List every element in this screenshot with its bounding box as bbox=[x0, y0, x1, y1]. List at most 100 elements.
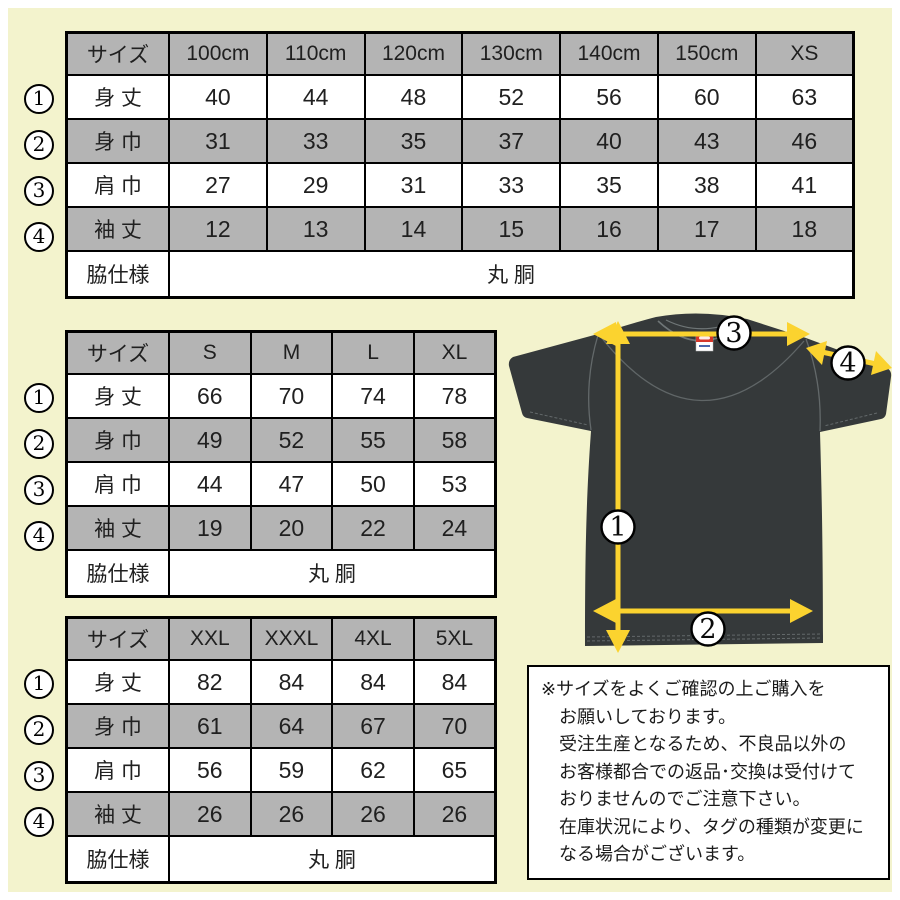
measure-value: 65 bbox=[412, 747, 497, 793]
measure-label: 身 巾 bbox=[65, 417, 170, 463]
measure-value: 20 bbox=[249, 505, 334, 551]
measure-value: 24 bbox=[412, 505, 497, 551]
measure-row: 身 巾 31 33 35 37 40 43 46 bbox=[65, 118, 855, 164]
measure-value: 60 bbox=[656, 74, 757, 120]
size-col-header: 5XL bbox=[412, 616, 497, 661]
measure-value: 56 bbox=[168, 747, 252, 793]
size-col-header: 120cm bbox=[363, 31, 464, 76]
measure-value: 22 bbox=[331, 505, 415, 551]
size-col-header: S bbox=[168, 330, 252, 375]
note-line: お客様都合での返品･交換は受付けて bbox=[559, 761, 856, 782]
size-table: サイズ XXL XXXL 4XL 5XL 身 丈 82 84 84 84 身 巾 61 64 67 70 肩 … bbox=[65, 616, 497, 884]
measure-row: 身 丈 40 44 48 52 56 60 63 bbox=[65, 74, 855, 120]
measure-value: 19 bbox=[168, 505, 252, 551]
measure-value: 40 bbox=[168, 74, 268, 120]
measure-value: 31 bbox=[168, 118, 268, 164]
measure-label: 身 丈 bbox=[65, 373, 170, 419]
row-number-marker: 3 bbox=[24, 176, 54, 206]
note-line: なる場合がございます。 bbox=[559, 844, 756, 864]
measure-value: 29 bbox=[265, 162, 366, 208]
measure-value: 78 bbox=[412, 373, 497, 419]
measure-value: 48 bbox=[363, 74, 464, 120]
measure-markers: 1 2 3 4 bbox=[600, 315, 866, 647]
size-col-header: XXL bbox=[168, 616, 252, 661]
measure-value: 13 bbox=[265, 206, 366, 252]
yoke-seam bbox=[600, 336, 805, 402]
note-line: お願いしております。 bbox=[559, 706, 737, 727]
measure-value: 59 bbox=[249, 747, 334, 793]
side-spec-value: 丸 胴 bbox=[168, 549, 497, 598]
size-col-header: 130cm bbox=[461, 31, 562, 76]
measure-value: 44 bbox=[265, 74, 366, 120]
measure-value: 41 bbox=[754, 162, 855, 208]
measure-value: 70 bbox=[249, 373, 334, 419]
row-number-marker: 4 bbox=[24, 807, 54, 837]
measure-value: 61 bbox=[168, 703, 252, 749]
marker-2: 2 bbox=[699, 614, 716, 645]
measure-value: 74 bbox=[331, 373, 415, 419]
measure-value: 84 bbox=[249, 659, 334, 705]
row-number-marker: 1 bbox=[24, 84, 54, 114]
measure-value: 52 bbox=[461, 74, 562, 120]
measure-value: 26 bbox=[249, 791, 334, 837]
measure-label: 身 巾 bbox=[65, 118, 170, 164]
measure-value: 46 bbox=[754, 118, 855, 164]
row-number-marker: 1 bbox=[24, 383, 54, 413]
row-number-marker: 4 bbox=[24, 521, 54, 551]
measure-value: 27 bbox=[168, 162, 268, 208]
row-number-marker: 3 bbox=[24, 761, 54, 791]
measure-row: 肩 巾 56 59 62 65 bbox=[65, 747, 497, 793]
measure-row: 肩 巾 27 29 31 33 35 38 41 bbox=[65, 162, 855, 208]
measure-value: 58 bbox=[412, 417, 497, 463]
measure-value: 26 bbox=[412, 791, 497, 837]
row-number-marker: 2 bbox=[24, 130, 54, 160]
size-col-header: XL bbox=[412, 330, 497, 375]
tshirt-measurement-diagram: 1 2 3 4 bbox=[508, 313, 892, 653]
size-table-kids-wrap: サイズ 100cm 110cm 120cm 130cm 140cm 150cm XS 身 丈 40… bbox=[24, 31, 855, 299]
marker-1: 1 bbox=[609, 512, 626, 543]
row-number-marker: 1 bbox=[24, 669, 54, 699]
measure-value: 37 bbox=[461, 118, 562, 164]
measure-value: 38 bbox=[656, 162, 757, 208]
note-line: ※サイズをよくご確認の上ご購入を bbox=[541, 679, 826, 699]
measure-value: 56 bbox=[559, 74, 659, 120]
measure-row: 袖 丈 19 20 22 24 bbox=[65, 505, 497, 551]
measure-value: 63 bbox=[754, 74, 855, 120]
size-col-header: 110cm bbox=[265, 31, 366, 76]
measure-value: 35 bbox=[363, 118, 464, 164]
sleeve-hem-stitch bbox=[529, 411, 878, 427]
measure-value: 49 bbox=[168, 417, 252, 463]
measure-value: 12 bbox=[168, 206, 268, 252]
size-col-header: XS bbox=[754, 31, 855, 76]
measure-row: 袖 丈 12 13 14 15 16 17 18 bbox=[65, 206, 855, 252]
measure-value: 17 bbox=[656, 206, 757, 252]
purchase-note: ※サイズをよくご確認の上ご購入を お願いしております。 受注生産となるため、不良… bbox=[527, 665, 890, 880]
side-spec-label: 脇仕様 bbox=[65, 835, 170, 884]
measure-value: 14 bbox=[363, 206, 464, 252]
note-line: 受注生産となるため、不良品以外の bbox=[559, 734, 847, 754]
measure-row: 身 丈 66 70 74 78 bbox=[65, 373, 497, 419]
measure-value: 53 bbox=[412, 461, 497, 507]
measure-value: 26 bbox=[168, 791, 252, 837]
measure-value: 40 bbox=[559, 118, 659, 164]
row-number-marker: 2 bbox=[24, 429, 54, 459]
measure-value: 64 bbox=[249, 703, 334, 749]
measure-value: 44 bbox=[168, 461, 252, 507]
side-spec-label: 脇仕様 bbox=[65, 549, 170, 598]
measure-row: 身 巾 61 64 67 70 bbox=[65, 703, 497, 749]
measure-label: 身 丈 bbox=[65, 659, 170, 705]
measure-value: 62 bbox=[331, 747, 415, 793]
size-header-label: サイズ bbox=[65, 330, 170, 375]
side-spec-value: 丸 胴 bbox=[168, 835, 497, 884]
measure-label: 肩 巾 bbox=[65, 747, 170, 793]
left-sleeve-seam bbox=[588, 334, 599, 431]
measure-value: 47 bbox=[249, 461, 334, 507]
measure-label: 肩 巾 bbox=[65, 461, 170, 507]
measure-value: 33 bbox=[265, 118, 366, 164]
measure-value: 84 bbox=[412, 659, 497, 705]
brand-neck-tag bbox=[695, 333, 714, 352]
tshirt-body bbox=[508, 313, 892, 646]
note-line: 在庫状況により、タグの種類が変更に bbox=[559, 816, 864, 837]
side-spec-label: 脇仕様 bbox=[65, 250, 170, 299]
measure-label: 肩 巾 bbox=[65, 162, 170, 208]
